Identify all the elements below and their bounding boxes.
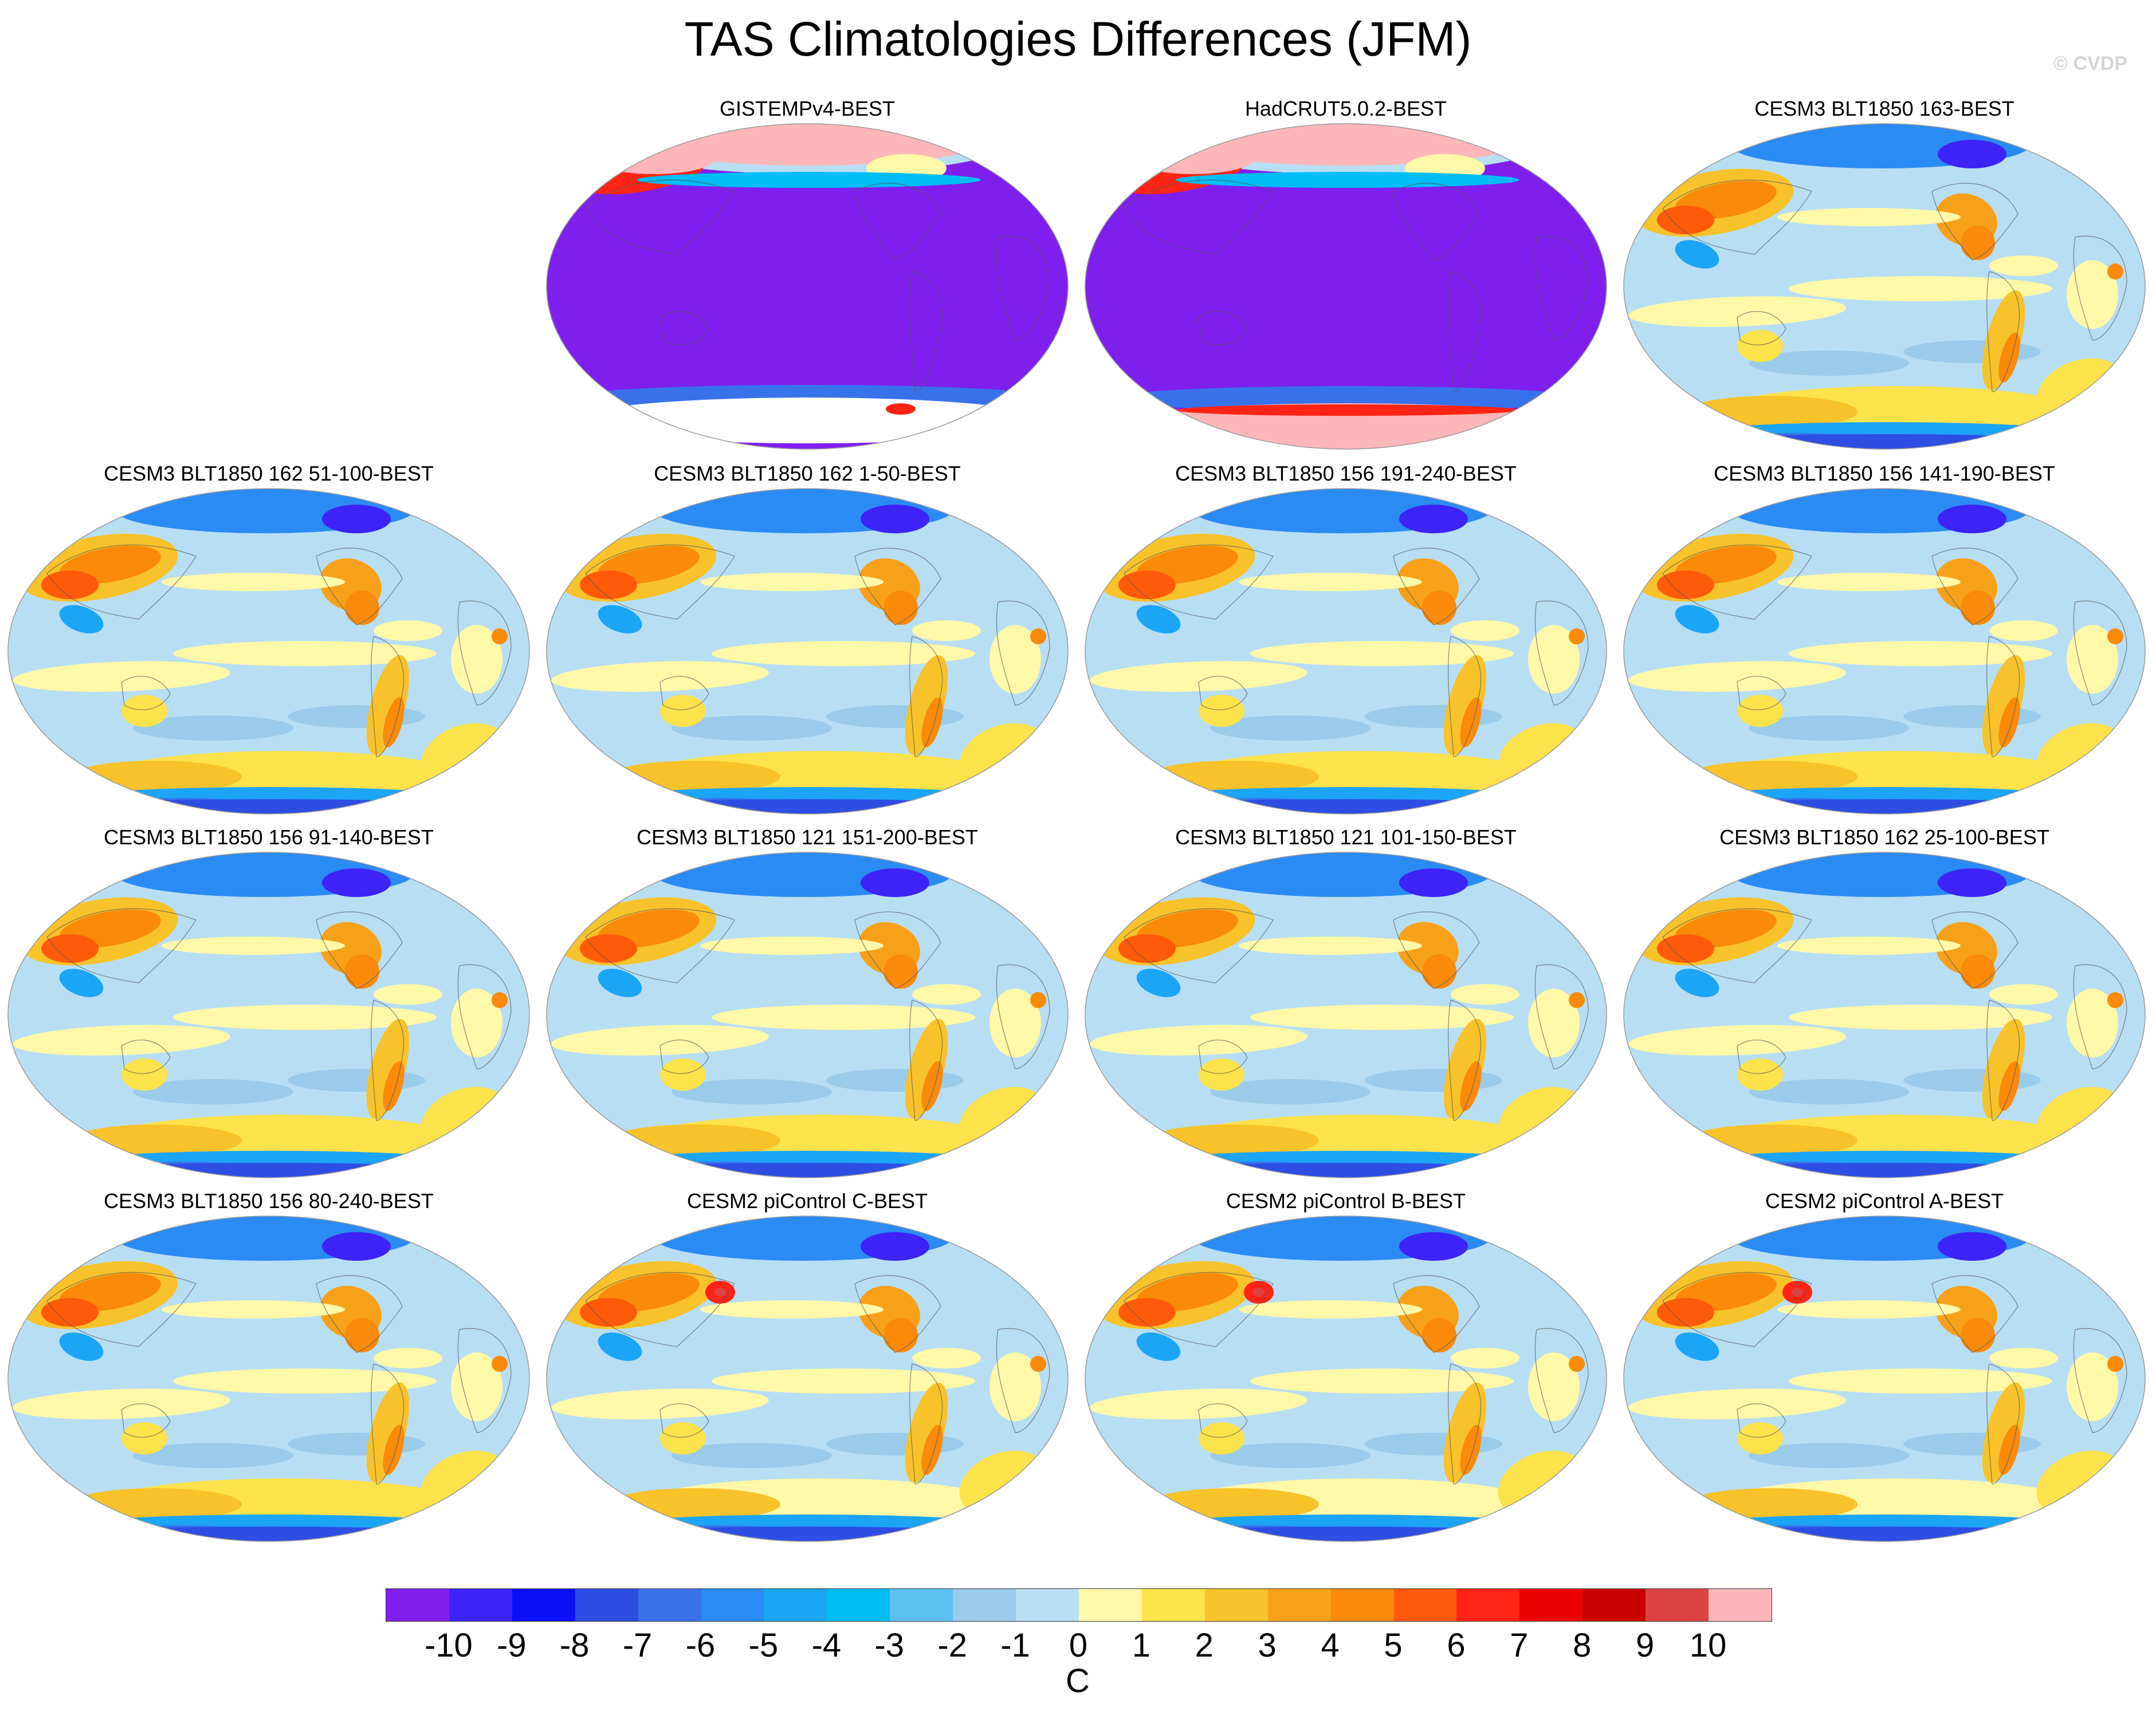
robinson-map xyxy=(546,1216,1069,1542)
colorbar-tick-label: -6 xyxy=(685,1627,716,1664)
colorbar-swatch xyxy=(827,1589,890,1621)
colorbar-tick-label: 8 xyxy=(1573,1627,1592,1664)
colorbar xyxy=(386,1588,1772,1622)
map-panel: CESM3 BLT1850 121 151-200-BEST xyxy=(545,825,1069,1180)
robinson-map xyxy=(1085,488,1607,815)
panel-title: GISTEMPv4-BEST xyxy=(719,97,896,120)
colorbar-tick-label: 4 xyxy=(1321,1627,1340,1664)
robinson-map xyxy=(1623,1216,2146,1542)
colorbar-tick-label: -5 xyxy=(748,1627,779,1664)
colorbar-swatch xyxy=(512,1589,575,1621)
robinson-map xyxy=(1623,123,2146,450)
colorbar-swatch xyxy=(1393,1589,1457,1621)
map-panel: CESM3 BLT1850 156 91-140-BEST xyxy=(7,825,531,1180)
colorbar-tick-label: 1 xyxy=(1132,1627,1151,1664)
robinson-map xyxy=(1623,852,2146,1178)
colorbar-tick-label: -8 xyxy=(559,1627,590,1664)
map-panel: CESM2 piControl A-BEST xyxy=(1623,1189,2146,1544)
colorbar-swatch xyxy=(1330,1589,1394,1621)
figure-title: TAS Climatologies Differences (JFM) xyxy=(684,12,1472,66)
colorbar-swatch xyxy=(575,1589,638,1621)
robinson-map xyxy=(546,488,1069,815)
colorbar-tick-label: 7 xyxy=(1510,1627,1529,1664)
colorbar-swatch xyxy=(1456,1589,1520,1621)
robinson-map xyxy=(1085,852,1607,1178)
map-panel: CESM3 BLT1850 162 25-100-BEST xyxy=(1623,825,2146,1180)
colorbar-tick-label: -2 xyxy=(937,1627,967,1664)
panel-title: CESM3 BLT1850 121 101-150-BEST xyxy=(1175,825,1517,849)
robinson-map xyxy=(7,852,530,1178)
colorbar-tick-label: -7 xyxy=(622,1627,653,1664)
colorbar-tick-label: 0 xyxy=(1069,1627,1088,1664)
colorbar-swatch xyxy=(449,1589,512,1621)
colorbar-tick-label: 3 xyxy=(1258,1627,1277,1664)
robinson-map xyxy=(7,488,530,815)
colorbar-tick-label: 2 xyxy=(1195,1627,1214,1664)
map-panel: CESM3 BLT1850 156 141-190-BEST xyxy=(1623,461,2146,816)
colorbar-tick-label: 10 xyxy=(1689,1627,1727,1664)
panel-title: CESM2 piControl C-BEST xyxy=(686,1189,928,1213)
map-panel: CESM3 BLT1850 156 191-240-BEST xyxy=(1084,461,1608,816)
robinson-map xyxy=(1085,1216,1607,1542)
map-panel: CESM3 BLT1850 121 101-150-BEST xyxy=(1084,825,1608,1180)
panel-title: CESM3 BLT1850 162 1-50-BEST xyxy=(654,462,961,485)
colorbar-tick-label: -1 xyxy=(1000,1627,1030,1664)
colorbar-tick-label: -4 xyxy=(811,1627,842,1664)
colorbar-swatch xyxy=(1709,1589,1772,1621)
colorbar-tick-label: -10 xyxy=(424,1627,473,1664)
colorbar-units: C xyxy=(1066,1662,1090,1700)
panel-title: CESM3 BLT1850 163-BEST xyxy=(1754,97,2014,120)
panel-title: CESM3 BLT1850 156 91-140-BEST xyxy=(104,825,434,849)
colorbar-swatch xyxy=(1204,1589,1268,1621)
panel-title: CESM2 piControl A-BEST xyxy=(1765,1189,2004,1213)
robinson-map xyxy=(546,852,1069,1178)
robinson-map xyxy=(546,123,1069,450)
panel-title: CESM3 BLT1850 162 25-100-BEST xyxy=(1719,825,2049,849)
colorbar-tick-label: 9 xyxy=(1636,1627,1655,1664)
panel-title: CESM3 BLT1850 156 141-190-BEST xyxy=(1714,462,2055,485)
map-panel: CESM3 BLT1850 163-BEST xyxy=(1623,96,2146,451)
colorbar-swatch xyxy=(1582,1589,1646,1621)
colorbar-tick-label: -3 xyxy=(874,1627,905,1664)
panel-title: CESM2 piControl B-BEST xyxy=(1226,1189,1466,1213)
map-panel: HadCRUT5.0.2-BEST xyxy=(1084,96,1608,451)
colorbar-swatch xyxy=(890,1589,953,1621)
colorbar-swatch xyxy=(701,1589,764,1621)
map-panel: GISTEMPv4-BEST xyxy=(545,96,1069,451)
colorbar-swatch xyxy=(1141,1589,1205,1621)
map-panel: CESM2 piControl C-BEST xyxy=(545,1189,1069,1544)
colorbar-swatch xyxy=(638,1589,701,1621)
cvdp-watermark: © CVDP xyxy=(2053,53,2127,74)
robinson-map xyxy=(7,1216,530,1542)
colorbar-swatch xyxy=(1267,1589,1331,1621)
panel-title: HadCRUT5.0.2-BEST xyxy=(1244,97,1447,120)
colorbar-tick-label: 5 xyxy=(1384,1627,1403,1664)
map-panel: CESM3 BLT1850 156 80-240-BEST xyxy=(7,1189,531,1544)
robinson-map xyxy=(1623,488,2146,815)
panel-title: CESM3 BLT1850 156 80-240-BEST xyxy=(104,1189,434,1213)
colorbar-swatch xyxy=(386,1589,449,1621)
colorbar-swatch xyxy=(1078,1589,1142,1621)
colorbar-tick-label: 6 xyxy=(1447,1627,1466,1664)
colorbar-swatch xyxy=(1646,1589,1709,1621)
colorbar-swatch xyxy=(764,1589,827,1621)
map-panel: CESM3 BLT1850 162 51-100-BEST xyxy=(7,461,531,816)
robinson-map xyxy=(1085,123,1607,450)
panel-title: CESM3 BLT1850 121 151-200-BEST xyxy=(637,825,978,849)
colorbar-tick-label: -9 xyxy=(497,1627,527,1664)
map-panel: CESM2 piControl B-BEST xyxy=(1084,1189,1608,1544)
colorbar-swatch xyxy=(1016,1589,1079,1621)
map-panel: CESM3 BLT1850 162 1-50-BEST xyxy=(545,461,1069,816)
panel-title: CESM3 BLT1850 162 51-100-BEST xyxy=(104,462,434,485)
colorbar-swatch xyxy=(1519,1589,1583,1621)
panel-title: CESM3 BLT1850 156 191-240-BEST xyxy=(1175,462,1517,485)
colorbar-swatch xyxy=(953,1589,1016,1621)
